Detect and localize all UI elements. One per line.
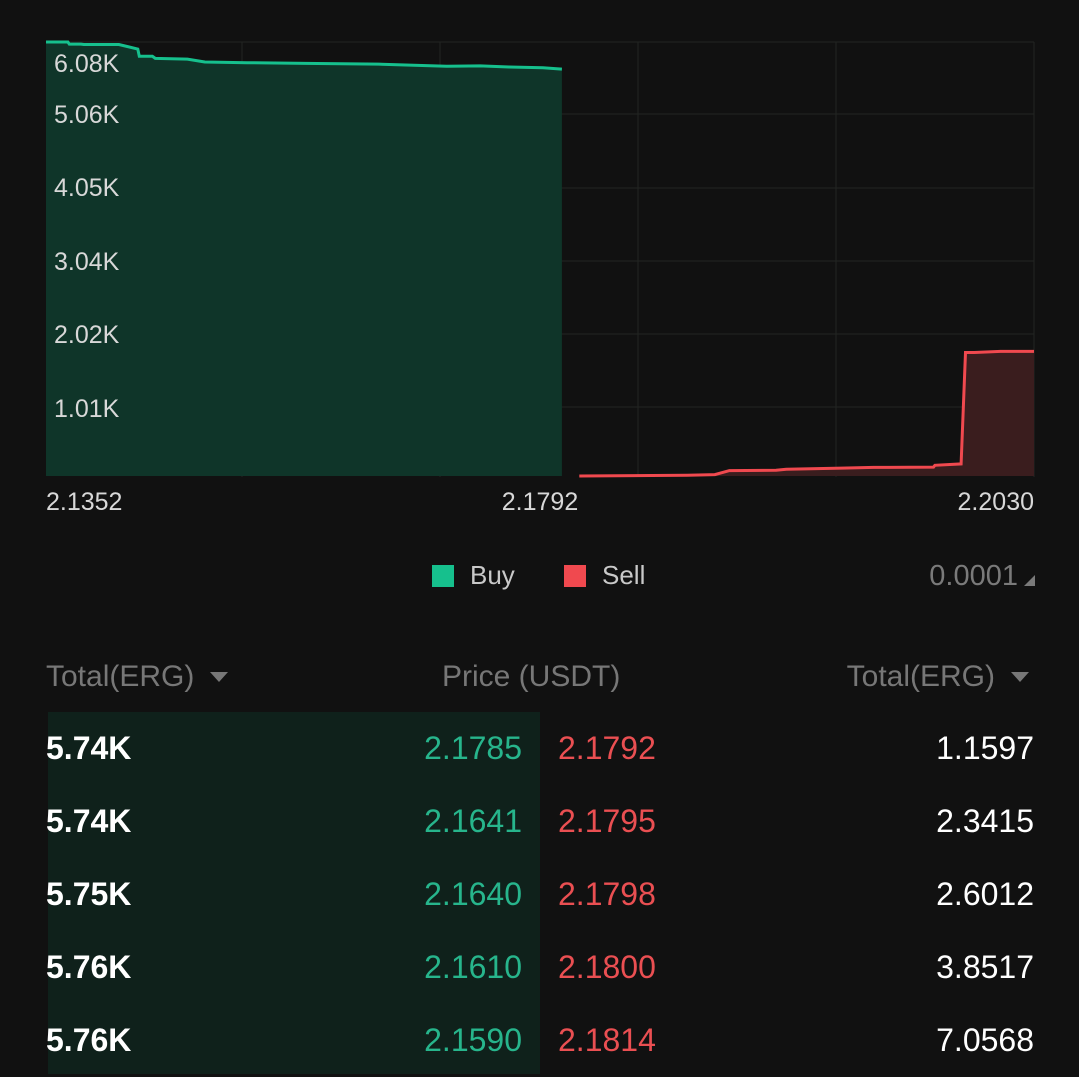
y-tick-label: 4.05K xyxy=(54,174,120,202)
legend-buy-label: Buy xyxy=(470,560,515,590)
sell-swatch xyxy=(564,564,586,587)
sell-total: 7.0568 xyxy=(936,1022,1034,1058)
y-tick-label: 2.02K xyxy=(54,321,120,349)
y-tick-label: 3.04K xyxy=(54,248,120,276)
bid-price: 2.1640 xyxy=(424,876,522,912)
y-axis-labels: 6.08K 5.06K 4.05K 3.04K 2.02K 1.01K xyxy=(54,50,120,423)
sell-total-header-label: Total(ERG) xyxy=(846,660,995,693)
corner-dropdown-icon xyxy=(1024,575,1035,586)
series-layer xyxy=(46,40,1034,478)
y-tick-label: 1.01K xyxy=(54,395,120,423)
precision-value: 0.0001 xyxy=(929,560,1018,592)
orderbook-row[interactable]: 5.74K 2.1641 2.1795 2.3415 xyxy=(0,785,1079,858)
orderbook-row[interactable]: 5.74K 2.1785 2.1792 1.1597 xyxy=(0,712,1079,785)
legend-buy[interactable]: Buy xyxy=(432,560,515,591)
y-tick-label: 6.08K xyxy=(54,50,120,78)
orderbook-row[interactable]: 5.76K 2.1610 2.1800 3.8517 xyxy=(0,931,1079,1004)
caret-down-icon xyxy=(210,672,229,682)
buy-depth-line xyxy=(46,40,563,71)
x-tick-label: 2.2030 xyxy=(958,488,1034,516)
y-tick-label: 5.06K xyxy=(54,101,120,129)
buy-total: 5.74K xyxy=(46,730,132,766)
bid-price: 2.1610 xyxy=(424,949,522,985)
bid-price: 2.1785 xyxy=(424,730,522,766)
bid-price: 2.1641 xyxy=(424,803,522,839)
caret-down-icon xyxy=(1011,672,1029,682)
sell-total: 2.3415 xyxy=(936,803,1034,839)
buy-swatch xyxy=(432,564,454,587)
sell-depth-area xyxy=(579,351,1034,476)
chart-legend: Buy Sell 0.0001 xyxy=(0,560,1079,596)
buy-total: 5.76K xyxy=(46,949,132,985)
buy-total: 5.75K xyxy=(46,876,132,912)
legend-sell-label: Sell xyxy=(602,560,646,590)
buy-total-header-label: Total(ERG) xyxy=(46,660,195,693)
ask-price: 2.1814 xyxy=(558,1022,656,1058)
precision-selector[interactable]: 0.0001 xyxy=(929,560,1035,593)
bid-price: 2.1590 xyxy=(424,1022,522,1058)
ask-price: 2.1792 xyxy=(558,730,656,766)
buy-depth-area xyxy=(46,42,562,476)
buy-depth-bar xyxy=(48,712,540,1074)
orderbook-header: Total(ERG) Price (USDT) Total(ERG) xyxy=(0,660,1079,700)
depth-chart: 6.08K 5.06K 4.05K 3.04K 2.02K 1.01K 2.13… xyxy=(46,40,1035,516)
sell-total-header[interactable]: Total(ERG) xyxy=(847,660,1029,694)
x-tick-label: 2.1792 xyxy=(502,488,578,516)
ask-price: 2.1798 xyxy=(558,876,656,912)
x-axis-labels: 2.1352 2.1792 2.2030 xyxy=(46,488,1034,516)
legend-sell[interactable]: Sell xyxy=(564,560,645,591)
orderbook-row[interactable]: 5.75K 2.1640 2.1798 2.6012 xyxy=(0,858,1079,931)
sell-total: 1.1597 xyxy=(936,730,1034,766)
price-header: Price (USDT) xyxy=(442,660,620,694)
ask-price: 2.1800 xyxy=(558,949,656,985)
price-header-label: Price (USDT) xyxy=(442,660,621,693)
x-tick-label: 2.1352 xyxy=(46,488,122,516)
orderbook-row[interactable]: 5.76K 2.1590 2.1814 7.0568 xyxy=(0,1004,1079,1077)
buy-total: 5.74K xyxy=(46,803,132,839)
sell-depth-line xyxy=(579,349,1034,478)
ask-price: 2.1795 xyxy=(558,803,656,839)
buy-total-header[interactable]: Total(ERG) xyxy=(46,660,229,694)
sell-total: 3.8517 xyxy=(936,949,1034,985)
buy-total: 5.76K xyxy=(46,1022,132,1058)
sell-total: 2.6012 xyxy=(936,876,1034,912)
